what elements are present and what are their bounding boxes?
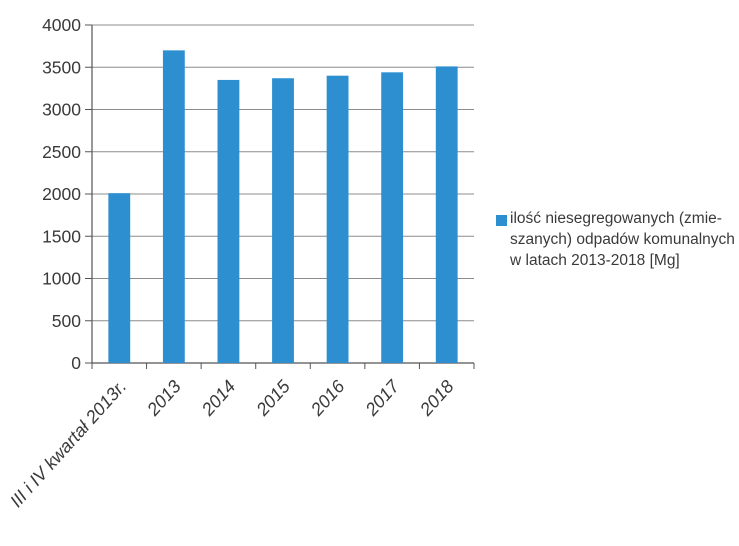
y-tick-label: 1500 [42,226,81,246]
x-tick-label: 2013 [143,376,185,420]
x-tick-label: 2015 [252,376,295,421]
y-tick-label: 3500 [42,57,81,77]
bar-2014 [217,79,240,364]
y-tick-label: 500 [52,311,81,331]
bar-iii-i-iv-kwarta-2013r [108,193,131,363]
bar-2015 [272,78,294,364]
y-tick-label: 3000 [42,100,81,120]
x-tick-label: 2017 [361,376,404,421]
bar-2013 [162,50,185,363]
x-tick-label: 2018 [415,376,457,420]
legend-swatch [496,215,507,226]
axes [85,24,475,369]
y-tick-label: 0 [71,353,81,373]
x-tick-label: 2016 [306,376,349,421]
bars [108,50,458,364]
x-tick-labels: III i IV kwartał 2013r. 2013 2014 2015 2016 2… [6,376,458,512]
x-tick-label: III i IV kwartał 2013r. [6,376,130,511]
x-tick-label: 2014 [197,376,239,420]
legend-label: ilość niesegregowanych (zmie- szanych) o… [510,210,735,269]
bar-2016 [326,75,349,363]
y-tick-labels: 0 500 1000 1500 2000 2500 3000 3500 4000 [42,15,81,373]
bar-2017 [381,72,404,363]
y-tick-label: 1000 [42,269,81,289]
bar-2018 [435,66,458,363]
y-tick-label: 2000 [42,184,81,204]
legend: ilość niesegregowanych (zmie- szanych) o… [496,208,736,271]
y-tick-label: 4000 [42,15,81,35]
y-tick-label: 2500 [42,142,81,162]
